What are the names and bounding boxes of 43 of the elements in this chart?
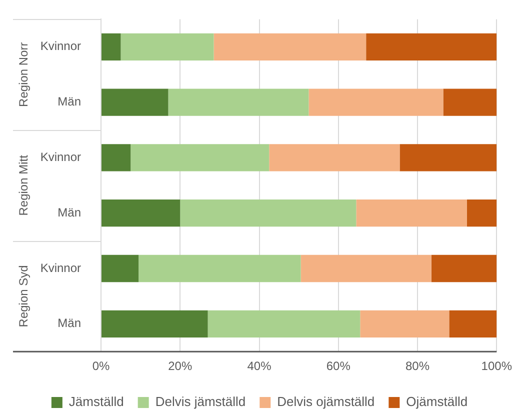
- bar: [431, 254, 497, 282]
- x-tick-label: 60%: [326, 359, 351, 374]
- x-tick-label: 40%: [247, 359, 272, 374]
- bar: [130, 144, 270, 172]
- bar: [300, 254, 432, 282]
- bar: [360, 310, 450, 338]
- x-tick-label: 80%: [406, 359, 430, 374]
- bar: [449, 310, 497, 338]
- y-tick-label: Kvinnor: [40, 150, 82, 164]
- x-tick-label: 100%: [481, 359, 512, 374]
- legend-label: Delvis jämställd: [155, 394, 246, 410]
- bar: [214, 33, 366, 60]
- text: Region Mitt: [16, 154, 30, 216]
- bar: [356, 200, 467, 227]
- bar: [269, 144, 400, 172]
- bar: [102, 33, 121, 60]
- text: Region Norr: [16, 42, 30, 107]
- x-tick-label: 20%: [168, 359, 192, 374]
- bar: [400, 144, 497, 172]
- y-tick-label: Kvinnor: [40, 39, 82, 54]
- bar: [102, 310, 208, 338]
- bar: [102, 144, 131, 172]
- y-tick-label: Män: [58, 316, 81, 330]
- legend-label: Jämställd: [68, 394, 124, 410]
- x-tick-label: 0%: [92, 359, 110, 374]
- bar: [443, 88, 497, 116]
- y-tick-label: Män: [58, 94, 81, 109]
- y-tick-label: Män: [58, 205, 81, 220]
- legend-label: Delvis ojämställd: [277, 394, 375, 410]
- bar: [102, 254, 139, 282]
- bar: [366, 33, 497, 60]
- bar: [466, 200, 497, 227]
- bar: [308, 88, 444, 116]
- bar: [102, 88, 168, 116]
- bar: [120, 33, 214, 60]
- y-tick-label: Kvinnor: [40, 260, 82, 275]
- bar: [168, 88, 309, 116]
- bar: [138, 254, 301, 282]
- legend-label: Ojämställd: [406, 394, 468, 410]
- bar: [180, 200, 356, 227]
- bar: [102, 200, 180, 227]
- text: Region Syd: [16, 265, 30, 328]
- bar: [208, 310, 360, 338]
